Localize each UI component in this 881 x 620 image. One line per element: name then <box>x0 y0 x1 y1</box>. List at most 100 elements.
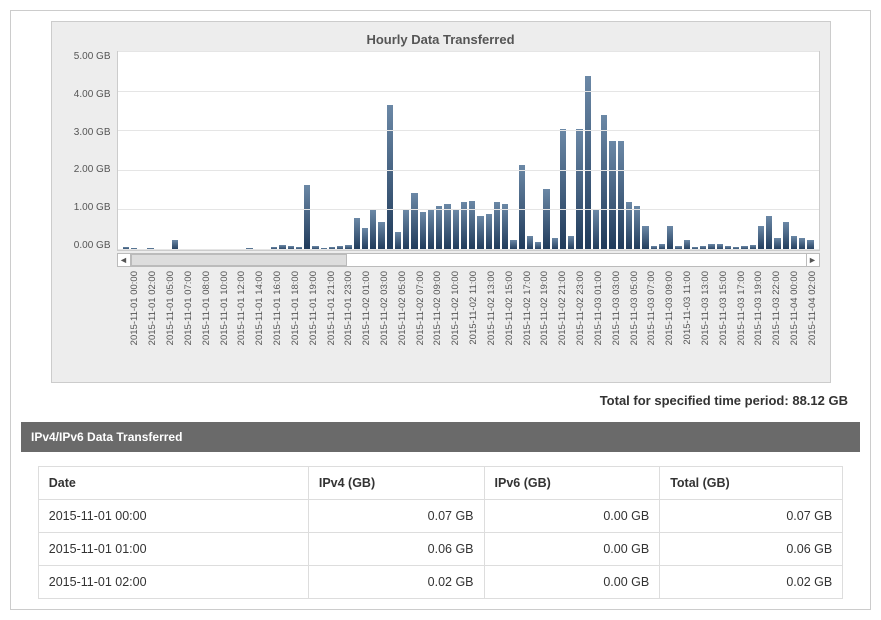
chart-bar <box>560 129 566 250</box>
x-tick: 2015-11-02 23:00 <box>567 271 583 376</box>
total-summary: Total for specified time period: 88.12 G… <box>21 393 848 408</box>
x-tick: 2015-11-01 10:00 <box>211 271 227 376</box>
x-tick: 2015-11-02 03:00 <box>371 271 387 376</box>
chart-bar <box>395 232 401 250</box>
total-label: Total for specified time period: <box>600 393 789 408</box>
x-tick: 2015-11-01 21:00 <box>318 271 334 376</box>
x-tick: 2015-11-01 00:00 <box>122 271 138 376</box>
x-tick: 2015-11-02 01:00 <box>353 271 369 376</box>
chart-bar <box>601 115 607 250</box>
chart-bar <box>585 76 591 250</box>
chart-scrollbar: ◄ ► <box>117 253 820 267</box>
data-transfer-table: DateIPv4 (GB)IPv6 (GB)Total (GB) 2015-11… <box>38 466 843 599</box>
table-cell: 2015-11-01 02:00 <box>38 566 308 599</box>
chart-bar <box>576 129 582 250</box>
chart-bar <box>453 210 459 250</box>
chart-bar <box>387 105 393 250</box>
x-tick: 2015-11-02 07:00 <box>407 271 423 376</box>
chart-bar <box>593 210 599 250</box>
scroll-track[interactable] <box>131 253 806 267</box>
table-column-header: IPv6 (GB) <box>484 467 660 500</box>
x-tick: 2015-11-03 01:00 <box>585 271 601 376</box>
y-tick-label: 3.00 GB <box>74 127 111 138</box>
x-tick: 2015-11-02 17:00 <box>514 271 530 376</box>
y-tick-label: 4.00 GB <box>74 89 111 100</box>
x-tick: 2015-11-01 08:00 <box>193 271 209 376</box>
chart-gridline <box>118 130 819 131</box>
scroll-left-arrow-icon[interactable]: ◄ <box>117 253 131 267</box>
chart-bar <box>519 165 525 250</box>
x-tick: 2015-11-03 22:00 <box>763 271 779 376</box>
chart-bar <box>444 204 450 250</box>
x-tick: 2015-11-04 02:00 <box>799 271 815 376</box>
y-tick-label: 5.00 GB <box>74 51 111 62</box>
x-tick: 2015-11-01 14:00 <box>246 271 262 376</box>
table-cell: 0.00 GB <box>484 566 660 599</box>
table-body: 2015-11-01 00:000.07 GB0.00 GB0.07 GB201… <box>38 500 842 599</box>
chart-bar <box>428 210 434 250</box>
x-tick: 2015-11-02 13:00 <box>478 271 494 376</box>
x-tick: 2015-11-03 11:00 <box>674 271 690 376</box>
chart-bar <box>609 141 615 250</box>
dashboard-panel: Hourly Data Transferred 5.00 GB4.00 GB3.… <box>10 10 871 610</box>
chart-gridline <box>118 170 819 171</box>
chart-bar <box>618 141 624 250</box>
x-tick: 2015-11-03 09:00 <box>656 271 672 376</box>
x-tick: 2015-11-01 12:00 <box>228 271 244 376</box>
chart-gridline <box>118 51 819 52</box>
chart-bar <box>370 210 376 250</box>
x-tick: 2015-11-01 05:00 <box>157 271 173 376</box>
x-tick: 2015-11-02 11:00 <box>460 271 476 376</box>
chart-gridline <box>118 249 819 250</box>
x-tick: 2015-11-03 07:00 <box>639 271 655 376</box>
chart-bar <box>354 218 360 250</box>
table-row: 2015-11-01 02:000.02 GB0.00 GB0.02 GB <box>38 566 842 599</box>
table-cell: 0.00 GB <box>484 500 660 533</box>
x-tick: 2015-11-02 19:00 <box>532 271 548 376</box>
chart-bar <box>362 228 368 250</box>
table-cell: 2015-11-01 01:00 <box>38 533 308 566</box>
x-tick: 2015-11-02 15:00 <box>496 271 512 376</box>
x-tick: 2015-11-01 16:00 <box>264 271 280 376</box>
chart-bar <box>486 214 492 250</box>
hourly-chart-panel: Hourly Data Transferred 5.00 GB4.00 GB3.… <box>51 21 831 383</box>
x-tick: 2015-11-01 07:00 <box>175 271 191 376</box>
chart-bar <box>758 226 764 250</box>
x-tick: 2015-11-03 05:00 <box>621 271 637 376</box>
chart-bar <box>667 226 673 250</box>
table-cell: 0.02 GB <box>660 566 843 599</box>
chart-bars-container <box>118 52 819 250</box>
y-tick-label: 1.00 GB <box>74 202 111 213</box>
x-tick: 2015-11-02 10:00 <box>442 271 458 376</box>
x-tick: 2015-11-01 19:00 <box>300 271 316 376</box>
x-tick: 2015-11-01 23:00 <box>335 271 351 376</box>
x-tick: 2015-11-03 19:00 <box>745 271 761 376</box>
table-cell: 0.02 GB <box>308 566 484 599</box>
table-column-header: Total (GB) <box>660 467 843 500</box>
scroll-thumb[interactable] <box>131 254 347 266</box>
chart-body: 5.00 GB4.00 GB3.00 GB2.00 GB1.00 GB0.00 … <box>62 51 820 251</box>
chart-bar <box>378 222 384 250</box>
x-tick: 2015-11-03 17:00 <box>728 271 744 376</box>
chart-y-axis: 5.00 GB4.00 GB3.00 GB2.00 GB1.00 GB0.00 … <box>62 51 117 251</box>
chart-bar <box>420 212 426 250</box>
chart-bar <box>568 236 574 250</box>
chart-bar <box>304 185 310 250</box>
table-header-row: DateIPv4 (GB)IPv6 (GB)Total (GB) <box>38 467 842 500</box>
chart-bar <box>783 222 789 250</box>
y-tick-label: 2.00 GB <box>74 164 111 175</box>
chart-bar <box>477 216 483 250</box>
table-cell: 2015-11-01 00:00 <box>38 500 308 533</box>
chart-bar <box>403 210 409 250</box>
x-tick: 2015-11-03 15:00 <box>710 271 726 376</box>
scroll-right-arrow-icon[interactable]: ► <box>806 253 820 267</box>
x-tick: 2015-11-02 09:00 <box>425 271 441 376</box>
chart-plot-area <box>117 51 820 251</box>
table-row: 2015-11-01 01:000.06 GB0.00 GB0.06 GB <box>38 533 842 566</box>
table-cell: 0.07 GB <box>308 500 484 533</box>
chart-bar <box>543 189 549 250</box>
table-cell: 0.06 GB <box>308 533 484 566</box>
table-column-header: IPv4 (GB) <box>308 467 484 500</box>
chart-bar <box>527 236 533 250</box>
table-row: 2015-11-01 00:000.07 GB0.00 GB0.07 GB <box>38 500 842 533</box>
